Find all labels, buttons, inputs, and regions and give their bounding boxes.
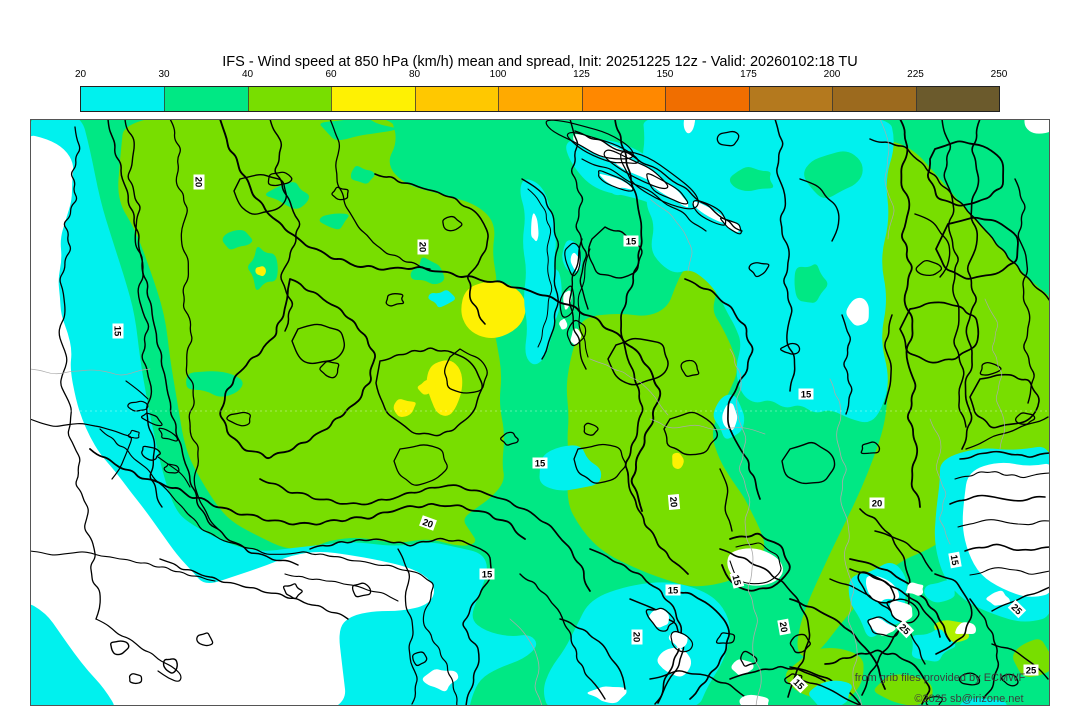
svg-text:15: 15	[801, 390, 812, 401]
svg-text:15: 15	[626, 237, 637, 248]
svg-text:20: 20	[421, 517, 435, 531]
svg-text:15: 15	[535, 459, 546, 470]
svg-text:20: 20	[631, 632, 642, 643]
svg-text:©2025 sb@irizone.net: ©2025 sb@irizone.net	[914, 693, 1023, 705]
svg-text:25: 25	[1026, 666, 1037, 677]
svg-text:15: 15	[112, 326, 123, 337]
svg-text:20: 20	[193, 177, 204, 188]
svg-text:from grib files provided by EC: from grib files provided by ECMWF	[855, 672, 1026, 684]
svg-text:15: 15	[668, 586, 679, 597]
svg-text:15: 15	[482, 570, 493, 581]
svg-text:20: 20	[777, 621, 790, 633]
svg-text:15: 15	[948, 554, 961, 567]
svg-text:20: 20	[667, 496, 679, 507]
svg-text:20: 20	[417, 242, 428, 253]
svg-text:15: 15	[729, 574, 743, 588]
svg-text:20: 20	[872, 499, 883, 510]
